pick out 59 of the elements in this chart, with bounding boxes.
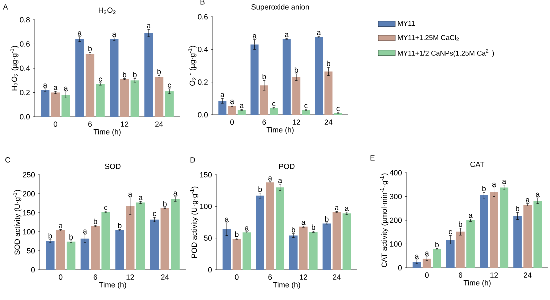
- bar: [76, 39, 84, 117]
- bar: [292, 77, 301, 115]
- bar: [260, 86, 268, 115]
- bar: [144, 33, 154, 117]
- bar: [218, 101, 227, 115]
- bar: [315, 37, 324, 115]
- bar: [130, 80, 140, 117]
- bar: [266, 182, 274, 270]
- bar: [422, 258, 432, 268]
- bar: [150, 220, 160, 270]
- bar: [322, 224, 332, 270]
- bar: [154, 76, 164, 117]
- bar: [228, 106, 236, 115]
- bar: [222, 229, 232, 270]
- bar: [66, 242, 76, 270]
- bar: [110, 39, 119, 117]
- bar: [270, 108, 278, 115]
- bar: [310, 232, 318, 270]
- bar: [342, 214, 352, 270]
- bar: [171, 199, 180, 270]
- bar: [433, 249, 442, 268]
- bar: [86, 54, 95, 117]
- bar: [300, 226, 308, 270]
- bar: [332, 212, 342, 270]
- bar: [242, 232, 252, 270]
- bar: [514, 216, 522, 268]
- bar: [46, 241, 55, 270]
- bar: [456, 232, 465, 268]
- bar: [480, 196, 488, 268]
- bar: [232, 238, 242, 270]
- bar: [80, 238, 90, 270]
- bar: [250, 44, 259, 115]
- bar: [490, 192, 498, 268]
- bar: [324, 72, 333, 115]
- bar: [96, 84, 105, 117]
- bar: [524, 205, 532, 268]
- bar: [534, 201, 542, 268]
- bar: [62, 95, 70, 117]
- bar: [290, 236, 298, 270]
- bar: [412, 262, 422, 268]
- bar: [302, 110, 310, 115]
- bar: [446, 240, 455, 268]
- bar: [102, 212, 110, 270]
- bar: [256, 196, 264, 270]
- bar: [126, 206, 135, 270]
- bar: [165, 92, 174, 117]
- bar: [91, 226, 100, 270]
- bar: [160, 208, 170, 270]
- bar: [466, 220, 475, 268]
- bar: [120, 79, 130, 117]
- bar: [282, 39, 291, 115]
- bar: [136, 202, 146, 270]
- bar: [500, 188, 509, 268]
- bar: [56, 230, 66, 270]
- bar: [41, 90, 50, 117]
- bar: [51, 92, 60, 117]
- bar: [116, 230, 124, 270]
- bar: [276, 188, 284, 270]
- bar: [238, 110, 246, 115]
